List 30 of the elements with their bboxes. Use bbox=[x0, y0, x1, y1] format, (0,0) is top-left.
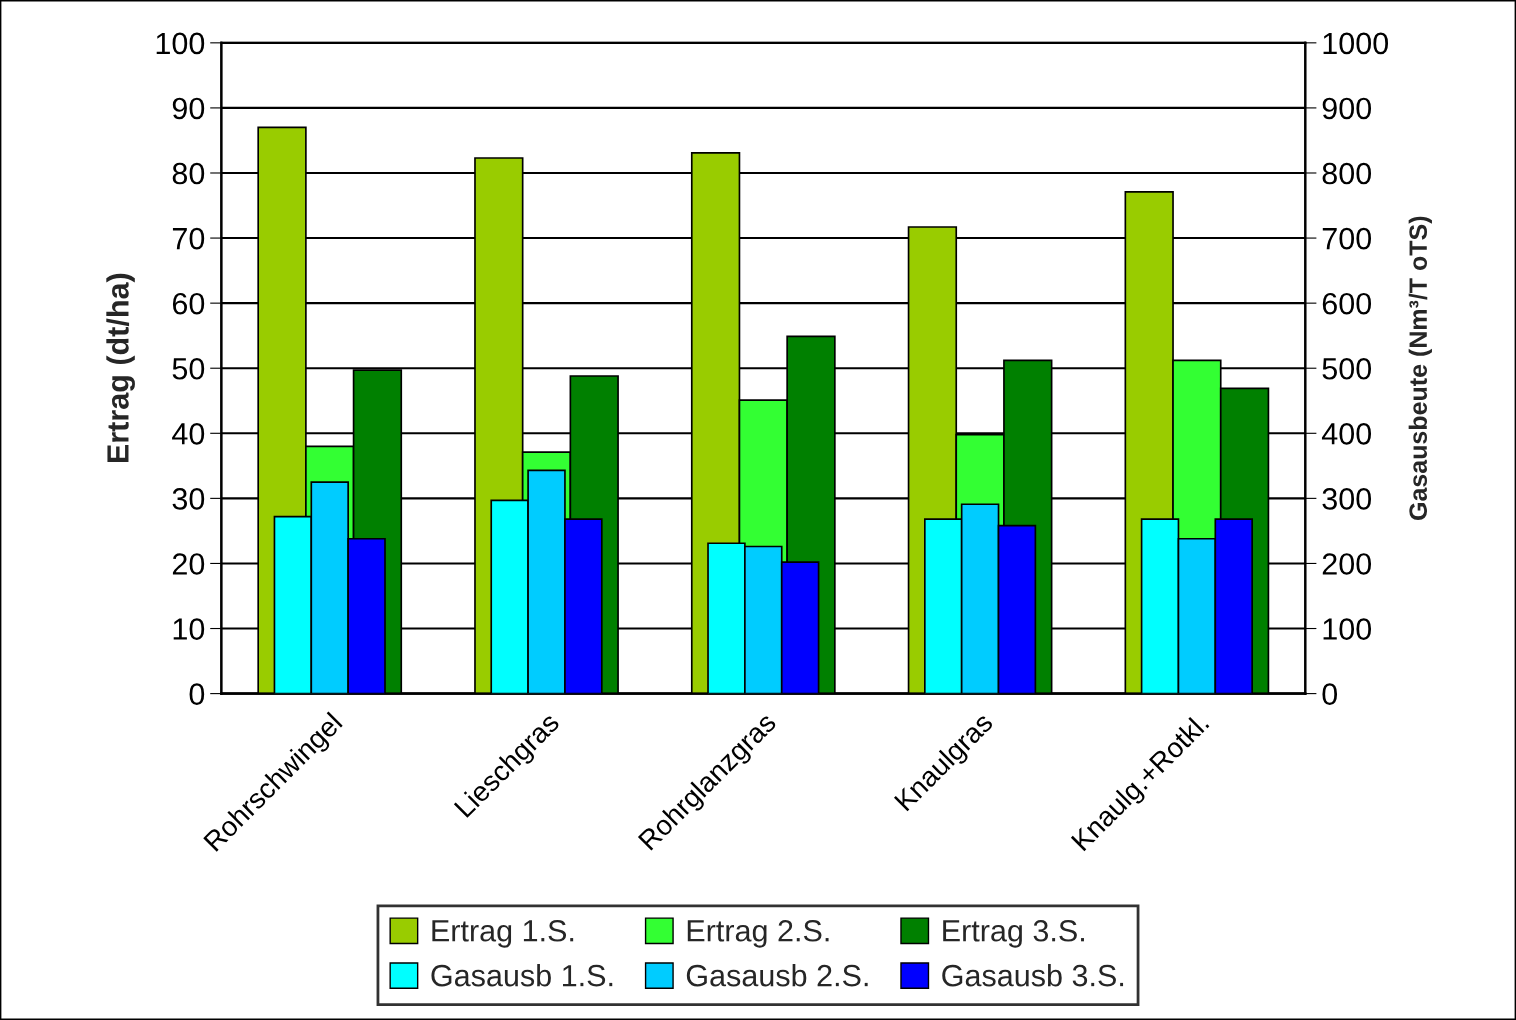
y-tick-label: 100 bbox=[156, 32, 205, 55]
y-tick-label: 40 bbox=[172, 423, 205, 445]
y2-tick-label: 500 bbox=[1322, 357, 1372, 380]
y-axis-title: Ertrag (dt/ha) bbox=[106, 273, 135, 463]
y-tick-label: 30 bbox=[172, 488, 205, 510]
y2-tick-label: 400 bbox=[1321, 423, 1372, 445]
legend-label: Gasausb 2.S. bbox=[686, 964, 868, 987]
legend-label: Ertrag 1.S. bbox=[432, 919, 574, 948]
y2-tick-label: 900 bbox=[1322, 97, 1372, 120]
y2-tick-label: 700 bbox=[1322, 227, 1372, 250]
y2-tick-label: 300 bbox=[1322, 488, 1372, 510]
y2-axis-title: Gasausbeute (Nm³/T oTS) bbox=[1408, 216, 1432, 520]
legend-label: Gasausb 1.S. bbox=[431, 964, 613, 987]
y2-tick-label: 600 bbox=[1322, 292, 1372, 315]
legend-label: Gasausb 3.S. bbox=[942, 964, 1124, 987]
y2-tick-label: 200 bbox=[1322, 553, 1372, 575]
y2-tick-label: 0 bbox=[1322, 683, 1338, 705]
y-tick-label: 60 bbox=[172, 292, 205, 315]
y-tick-label: 20 bbox=[172, 553, 205, 575]
y-tick-label: 50 bbox=[172, 357, 205, 380]
y-tick-label: 0 bbox=[189, 683, 205, 705]
y-tick-label: 10 bbox=[173, 618, 205, 640]
y-tick-label: 80 bbox=[172, 162, 205, 185]
legend-label: Ertrag 2.S. bbox=[687, 919, 829, 948]
y2-tick-label: 800 bbox=[1322, 162, 1372, 185]
legend-label: Ertrag 3.S. bbox=[943, 919, 1084, 948]
y-tick-label: 90 bbox=[172, 97, 205, 120]
y2-tick-label: 1000 bbox=[1323, 32, 1389, 55]
y2-tick-label: 100 bbox=[1323, 618, 1372, 640]
y-tick-label: 70 bbox=[172, 227, 205, 250]
